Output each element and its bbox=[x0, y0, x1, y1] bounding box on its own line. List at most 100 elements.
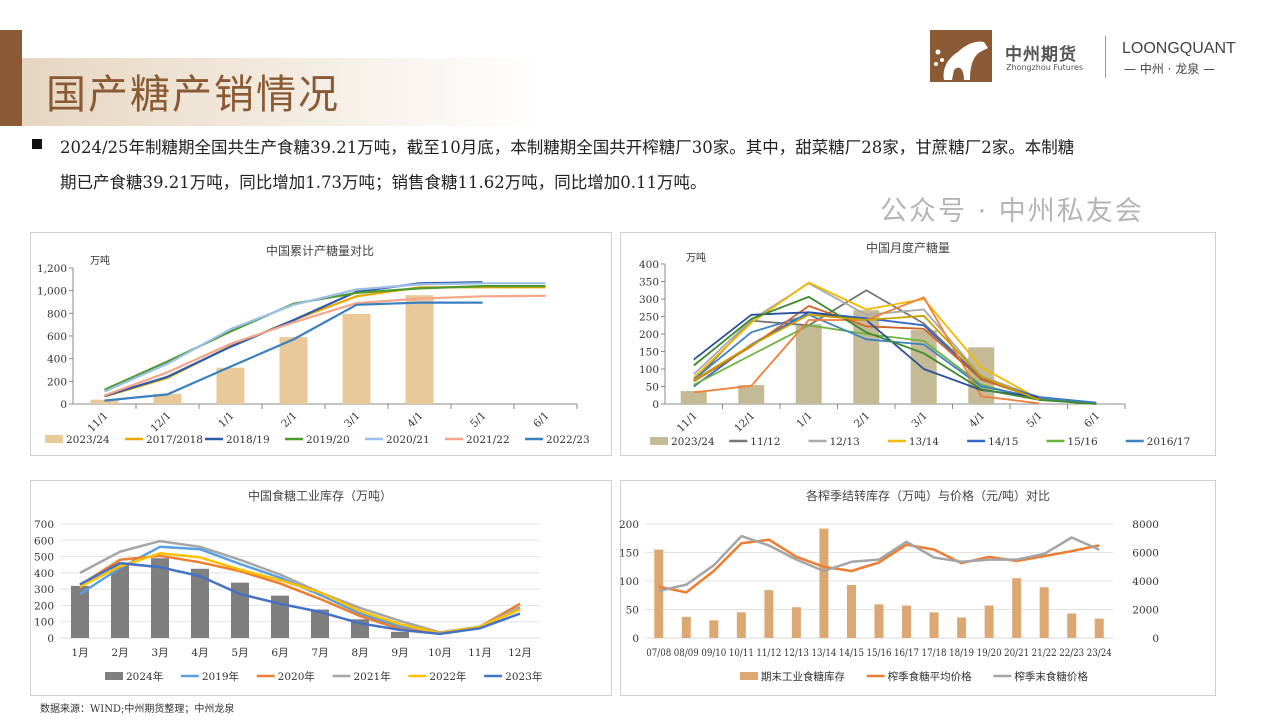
zhongzhou-leopard-logo bbox=[930, 30, 992, 82]
y2-tick-label: 0 bbox=[1152, 633, 1159, 645]
series-line bbox=[104, 282, 546, 393]
bar bbox=[191, 568, 209, 638]
x-tick-label: 6月 bbox=[271, 647, 288, 659]
x-tick-label: 09/10 bbox=[701, 647, 726, 659]
bar bbox=[1094, 618, 1104, 638]
bar bbox=[819, 528, 829, 638]
legend-swatch bbox=[105, 672, 123, 680]
legend-label: 14/15 bbox=[988, 436, 1018, 448]
legend-label: 2019/20 bbox=[306, 434, 350, 446]
summary-line-2: 期已产食糖39.21万吨，同比增加1.73万吨；销售食糖11.62万吨，同比增加… bbox=[60, 173, 707, 192]
x-tick-label: 1/1 bbox=[794, 410, 814, 430]
y2-tick-label: 2000 bbox=[1132, 605, 1159, 617]
x-tick-label: 5/1 bbox=[1024, 410, 1044, 430]
logo-name-cn: 中州期货 bbox=[1005, 45, 1077, 65]
bar bbox=[216, 367, 245, 404]
y-tick-label: 200 bbox=[47, 376, 67, 388]
y-tick-label: 0 bbox=[60, 399, 67, 411]
summary-line-1: 2024/25年制糖期全国共生产食糖39.21万吨，截至10月底，本制糖期全国共… bbox=[60, 138, 1075, 157]
x-tick-label: 8月 bbox=[351, 647, 368, 659]
y-tick-label: 1,000 bbox=[37, 286, 67, 298]
y-tick-label: 400 bbox=[47, 354, 67, 366]
y-tick-label: 50 bbox=[626, 605, 639, 617]
legend-label: 2018/19 bbox=[226, 434, 270, 446]
x-tick-label: 08/09 bbox=[674, 647, 699, 659]
legend-swatch bbox=[650, 437, 668, 445]
series-line bbox=[693, 295, 1097, 405]
x-tick-label: 2月 bbox=[111, 647, 128, 659]
watermark: 公众号 · 中州私友会 bbox=[880, 196, 1144, 227]
x-tick-label: 2/1 bbox=[852, 410, 872, 430]
series-line bbox=[79, 561, 521, 636]
y-tick-label: 400 bbox=[34, 568, 54, 580]
y-tick-label: 0 bbox=[652, 399, 659, 411]
logo-divider bbox=[1105, 36, 1106, 78]
x-tick-label: 17/18 bbox=[922, 647, 947, 659]
series-line bbox=[104, 294, 546, 397]
legend-label: 2022年 bbox=[429, 670, 466, 683]
legend-label: 2021/22 bbox=[466, 434, 510, 446]
bar bbox=[1039, 587, 1049, 638]
title-accent-bar bbox=[0, 30, 22, 126]
x-tick-label: 5/1 bbox=[468, 410, 488, 430]
bar bbox=[90, 399, 119, 404]
page-title: 国产糖产销情况 bbox=[46, 72, 340, 118]
bar bbox=[984, 605, 994, 638]
y-tick-label: 500 bbox=[34, 552, 54, 564]
loongquant-logo-cn: — 中州 · 龙泉 — bbox=[1124, 62, 1216, 76]
y-tick-label: 200 bbox=[34, 600, 54, 612]
bar bbox=[910, 330, 937, 404]
x-tick-label: 22/23 bbox=[1059, 647, 1084, 659]
bar bbox=[279, 337, 308, 404]
y2-tick-label: 4000 bbox=[1132, 576, 1159, 588]
x-tick-label: 10月 bbox=[428, 647, 452, 659]
bar bbox=[764, 590, 774, 638]
x-tick-label: 07/08 bbox=[646, 647, 671, 659]
x-tick-label: 1/1 bbox=[216, 410, 236, 430]
bar bbox=[405, 295, 434, 404]
bar bbox=[71, 585, 89, 638]
x-tick-label: 11/1 bbox=[85, 410, 110, 435]
chart-carryover-vs-price bbox=[620, 480, 1216, 696]
bar bbox=[795, 324, 822, 404]
legend-label: 2019年 bbox=[202, 670, 239, 683]
x-tick-label: 11月 bbox=[468, 647, 492, 659]
legend-label: 2023/24 bbox=[66, 434, 110, 446]
legend-label: 12/13 bbox=[830, 436, 860, 448]
x-tick-label: 13/14 bbox=[811, 647, 836, 659]
y-tick-label: 0 bbox=[632, 633, 639, 645]
x-tick-label: 12/13 bbox=[784, 647, 809, 659]
legend-label: 榨季末食糖价格 bbox=[1014, 670, 1088, 683]
y-tick-label: 50 bbox=[646, 382, 659, 394]
legend-label: 2020/21 bbox=[386, 434, 430, 446]
x-tick-label: 20/21 bbox=[1004, 647, 1029, 659]
x-tick-label: 9月 bbox=[391, 647, 408, 659]
y-tick-label: 0 bbox=[47, 633, 54, 645]
y-axis-unit: 万吨 bbox=[686, 251, 706, 264]
x-tick-label: 23/24 bbox=[1087, 647, 1112, 659]
bar bbox=[736, 612, 746, 638]
x-tick-label: 3/1 bbox=[909, 410, 929, 430]
y-axis-unit: 万吨 bbox=[90, 254, 110, 267]
legend-label: 15/16 bbox=[1067, 436, 1098, 448]
x-tick-label: 4/1 bbox=[967, 410, 987, 430]
bar bbox=[153, 393, 182, 404]
bar bbox=[151, 558, 169, 638]
bar bbox=[1067, 613, 1077, 638]
bullet-icon bbox=[32, 139, 42, 149]
bar bbox=[680, 391, 707, 404]
bar bbox=[391, 631, 409, 638]
data-source: 数据来源：WIND;中州期货整理；中州龙泉 bbox=[40, 704, 235, 715]
chart-title: 各榨季结转库存（万吨）与价格（元/吨）对比 bbox=[806, 488, 1050, 503]
x-tick-label: 2/1 bbox=[279, 410, 299, 430]
x-tick-label: 12月 bbox=[508, 647, 532, 659]
y-tick-label: 600 bbox=[47, 331, 67, 343]
y-tick-label: 700 bbox=[34, 519, 54, 531]
y-tick-label: 200 bbox=[639, 329, 659, 341]
y2-tick-label: 6000 bbox=[1132, 548, 1159, 560]
bar bbox=[738, 385, 765, 404]
logo-name-en: Zhongzhou Futures bbox=[1006, 63, 1084, 72]
legend-label: 2016/17 bbox=[1147, 436, 1191, 448]
bar bbox=[902, 605, 912, 638]
bar bbox=[1012, 578, 1022, 638]
